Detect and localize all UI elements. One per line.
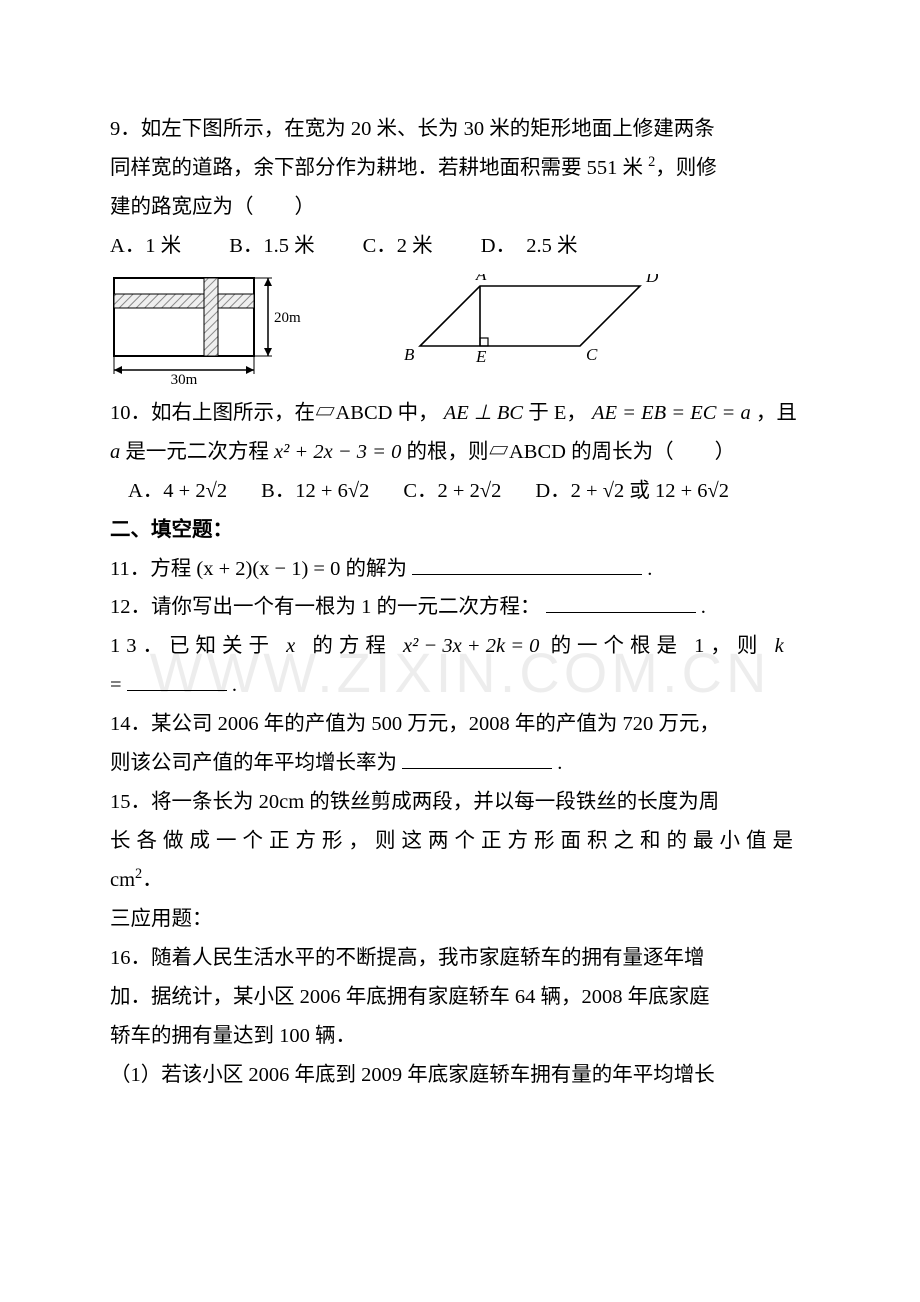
q10-l2am: a xyxy=(110,441,120,463)
section2-title-text: 二、填空题： xyxy=(110,519,233,541)
q10-line2: a 是一元二次方程 x² + 2x − 3 = 0 的根，则▱ABCD 的周长为… xyxy=(110,433,810,472)
q9-options: A．1 米 B．1.5 米 C．2 米 D． 2.5 米 xyxy=(110,227,810,266)
svg-text:E: E xyxy=(475,347,487,366)
q9-figure-left: 30m 20m xyxy=(110,274,320,390)
q16-l2: 加．据统计，某小区 2006 年底拥有家庭轿车 64 辆，2008 年底家庭 xyxy=(110,978,810,1017)
q14-line2: 则该公司产值的年平均增长率为 . xyxy=(110,744,810,783)
q14-l2b: . xyxy=(557,752,562,774)
q10-line1: 10．如右上图所示，在▱ABCD 中， AE ⊥ BC 于 E， AE = EB… xyxy=(110,394,810,433)
q13-b: 的方程 xyxy=(312,635,403,657)
q12-blank xyxy=(546,591,696,614)
q9-opt-b: B．1.5 米 xyxy=(229,227,314,266)
q13-x: x xyxy=(286,635,301,657)
q16-l1: 16．随着人民生活水平的不断提高，我市家庭轿车的拥有量逐年增 xyxy=(110,939,810,978)
q11-math: (x + 2)(x − 1) = 0 xyxy=(196,558,340,580)
svg-text:D: D xyxy=(645,274,659,286)
svg-text:C: C xyxy=(586,345,598,364)
q10-l1c: ，且 xyxy=(756,402,797,424)
q15-l3b: ． xyxy=(142,869,163,891)
q14-blank xyxy=(402,747,552,770)
q11-blank xyxy=(412,552,642,575)
q12-b: . xyxy=(701,596,706,618)
q14-l2a: 则该公司产值的年平均增长率为 xyxy=(110,752,397,774)
q10-l1a: 10．如右上图所示，在▱ABCD 中， xyxy=(110,402,439,424)
q13-e: . xyxy=(232,674,237,696)
q13-c: 的一个根是 1，则 xyxy=(551,635,775,657)
q10-opt-b: B．12 + 6√2 xyxy=(261,472,369,511)
q14-line1: 14．某公司 2006 年的产值为 500 万元，2008 年的产值为 720 … xyxy=(110,705,810,744)
q10-opt-a: A．4 + 2√2 xyxy=(128,472,227,511)
q10-l1b: 于 E， xyxy=(528,402,587,424)
q9-line2-text: 同样宽的道路，余下部分作为耕地．若耕地面积需要 551 米 xyxy=(110,157,648,179)
q16-l4: （1）若该小区 2006 年底到 2009 年底家庭轿车拥有量的年平均增长 xyxy=(110,1056,810,1095)
q9-line1: 9．如左下图所示，在宽为 20 米、长为 30 米的矩形地面上修建两条 xyxy=(110,110,810,149)
q13-line2: = . xyxy=(110,666,810,705)
page-content: { "watermark": "WWW.ZIXIN.COM.CN", "q9":… xyxy=(110,110,810,1095)
q15-l3a: cm xyxy=(110,869,135,891)
q9-line2-tail: ，则修 xyxy=(655,157,717,179)
q9-line3: 建的路宽应为（ ） xyxy=(110,188,810,227)
svg-text:30m: 30m xyxy=(171,372,198,388)
q10-opt-d: D．2 + √2 或 12 + 6√2 xyxy=(535,472,729,511)
q11-b: 的解为 xyxy=(346,558,408,580)
q13-a: 13．已知关于 xyxy=(110,635,286,657)
q10-options: A．4 + 2√2 B．12 + 6√2 C．2 + 2√2 D．2 + √2 … xyxy=(110,472,810,511)
svg-text:A: A xyxy=(475,274,487,284)
q9-line2: 同样宽的道路，余下部分作为耕地．若耕地面积需要 551 米 2，则修 xyxy=(110,149,810,188)
q15-line1: 15．将一条长为 20cm 的铁丝剪成两段，并以每一段铁丝的长度为周 xyxy=(110,783,810,822)
q12: 12．请你写出一个有一根为 1 的一元二次方程： . xyxy=(110,588,810,627)
q10-l1m1: AE ⊥ BC xyxy=(444,402,523,424)
q15-line2: 长各做成一个正方形，则这两个正方形面积之和的最小值是 xyxy=(110,822,810,861)
q12-a: 12．请你写出一个有一根为 1 的一元二次方程： xyxy=(110,596,541,618)
q9-figure-right: A D B C E xyxy=(400,274,660,366)
q10-l1m2: AE = EB = EC = a xyxy=(592,402,751,424)
q11-c: . xyxy=(647,558,652,580)
q13-k: k xyxy=(775,635,790,657)
section3-title: 三应用题： xyxy=(110,900,810,939)
q13-math: x² − 3x + 2k = 0 xyxy=(403,635,539,657)
q9-figures-row: 30m 20m A D B C E xyxy=(110,274,810,390)
q16-l3: 轿车的拥有量达到 100 辆． xyxy=(110,1017,810,1056)
q9-opt-a: A．1 米 xyxy=(110,227,181,266)
q13-d: = xyxy=(110,674,122,696)
q11-a: 11．方程 xyxy=(110,558,196,580)
q15-line3: cm2． xyxy=(110,861,810,900)
q10-opt-c: C．2 + 2√2 xyxy=(403,472,501,511)
q11: 11．方程 (x + 2)(x − 1) = 0 的解为 . xyxy=(110,550,810,589)
q9-opt-d: D． 2.5 米 xyxy=(481,227,578,266)
q10-l2a: 是一元二次方程 xyxy=(125,441,274,463)
q10-l2b: 的根，则▱ABCD 的周长为（ ） xyxy=(406,441,735,463)
q13-line1: 13．已知关于 x 的方程 x² − 3x + 2k = 0 的一个根是 1，则… xyxy=(110,627,810,666)
q10-l2m: x² + 2x − 3 = 0 xyxy=(274,441,401,463)
q13-blank xyxy=(127,669,227,692)
q9-opt-c: C．2 米 xyxy=(363,227,433,266)
svg-text:20m: 20m xyxy=(274,310,301,326)
section2-title: 二、填空题： xyxy=(110,511,810,550)
svg-text:B: B xyxy=(404,345,415,364)
